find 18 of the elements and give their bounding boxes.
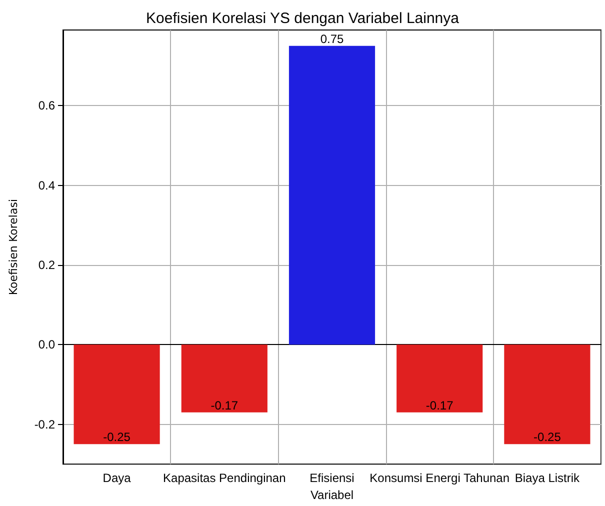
x-axis-title: Variabel bbox=[310, 488, 354, 502]
x-tick-label: Kapasitas Pendinginan bbox=[163, 471, 286, 486]
y-tick-label: -0.2 bbox=[34, 417, 56, 432]
y-tick-label: 0.6 bbox=[38, 98, 56, 113]
chart-title: Koefisien Korelasi YS dengan Variabel Lainnya bbox=[146, 10, 460, 27]
y-tick-label: 0.0 bbox=[38, 338, 56, 352]
data-label: 0.75 bbox=[320, 32, 344, 46]
y-axis-title: Koefisien Korelasi bbox=[7, 198, 20, 296]
data-label: -0.25 bbox=[534, 430, 562, 444]
x-tick-label: Biaya Listrik bbox=[514, 471, 581, 486]
data-label: -0.17 bbox=[210, 398, 238, 412]
x-tick-label: Efisiensi bbox=[310, 471, 354, 486]
y-tick-label: 0.2 bbox=[38, 258, 56, 272]
x-tick-label: Konsumsi Energi Tahunan bbox=[370, 471, 510, 486]
data-label: -0.17 bbox=[426, 398, 454, 412]
y-tick-label: 0.4 bbox=[38, 178, 56, 192]
data-label: -0.25 bbox=[103, 430, 131, 444]
x-tick-label: Daya bbox=[102, 471, 132, 486]
